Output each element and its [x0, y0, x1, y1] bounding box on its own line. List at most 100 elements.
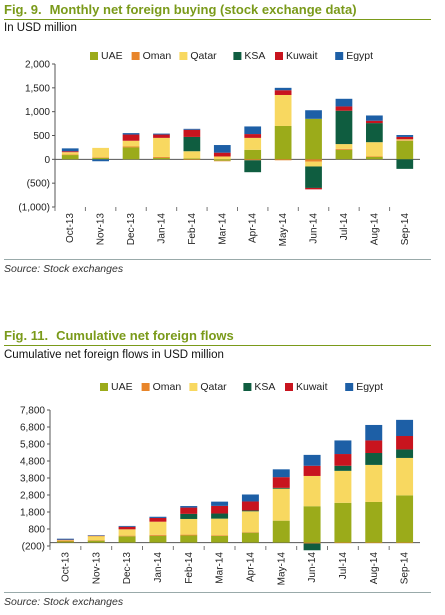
x-tick-label: Jan-14	[153, 552, 164, 583]
bar-segment	[366, 142, 383, 157]
bar-segment	[396, 542, 414, 544]
bar-segment	[87, 540, 105, 541]
legend-label: Kuwait	[286, 50, 318, 62]
bar-segment	[149, 534, 167, 536]
y-tick-label: 2,000	[25, 60, 50, 71]
legend-swatch	[131, 52, 140, 60]
bar-segment	[87, 535, 105, 536]
bar-segment	[244, 159, 262, 161]
bar-segment	[180, 507, 198, 514]
figure-subtitle: Cumulative net foreign flows in USD mill…	[4, 349, 224, 361]
bar-segment	[305, 187, 322, 190]
bar-segment	[122, 134, 140, 141]
bar-segment	[118, 526, 136, 530]
x-tick-label: Dec-13	[126, 213, 137, 246]
bar-segment	[396, 140, 414, 160]
bar-segment	[335, 106, 353, 111]
bar-segment	[366, 156, 383, 157]
x-tick-label: Aug-14	[369, 552, 380, 585]
bar-segment	[396, 436, 414, 450]
x-tick-label: Jun-14	[307, 552, 318, 583]
legend-swatch	[243, 383, 252, 391]
bar-segment	[396, 419, 414, 437]
bar-segment	[180, 506, 198, 508]
legend-swatch	[285, 383, 293, 391]
bar-segment	[122, 133, 140, 135]
x-tick-label: Apr-14	[248, 213, 259, 243]
legend: UAE Oman Qatar KSA Kuwait Egypt	[100, 381, 383, 393]
figure-source: Source: Stock exchanges	[4, 596, 124, 608]
bar-segment	[365, 542, 383, 544]
bar-segment	[335, 149, 353, 160]
bar-segment	[183, 129, 201, 137]
bar-segment	[183, 158, 201, 160]
bar-segment	[241, 510, 259, 512]
bar-segment	[61, 154, 79, 156]
bar-segment	[241, 511, 259, 533]
bar-segment	[396, 135, 414, 137]
bar-segment	[180, 535, 198, 543]
bar-segment	[87, 540, 105, 543]
x-tick-label: May-14	[278, 213, 289, 247]
bar-segment	[87, 535, 105, 541]
y-tick-label: 500	[33, 131, 50, 142]
bar-segment	[56, 539, 74, 541]
y-tick-label: 0	[44, 155, 50, 166]
y-tick-label: (500)	[27, 179, 50, 190]
bar-segment	[244, 160, 262, 173]
bar-segment	[61, 155, 79, 160]
x-tick-label: Jul-14	[338, 552, 349, 580]
bar-segment	[303, 475, 321, 507]
stacked-bar-chart: UAE Oman Qatar KSA Kuwait Egypt (200) 800 1,800 2…	[20, 381, 420, 585]
x-tick-label: Dec-13	[122, 552, 133, 585]
x-tick-label: Nov-13	[96, 213, 107, 246]
bar-segment	[241, 532, 259, 543]
y-tick-label: 800	[28, 525, 45, 536]
bar-segment	[211, 501, 229, 506]
bar-segment	[303, 543, 321, 551]
bar-segment	[211, 518, 229, 536]
bar-segment	[61, 148, 79, 152]
bar-segment	[274, 159, 292, 161]
figure-number: Fig. 11.	[4, 328, 49, 343]
bar-segment	[396, 140, 414, 141]
bar-segment	[303, 506, 321, 543]
bar-segment	[118, 525, 136, 527]
bar-segment	[244, 137, 262, 150]
legend-label: Egypt	[346, 50, 373, 62]
y-tick-label: (200)	[22, 542, 45, 553]
bar-segment	[92, 147, 109, 158]
bar-segment	[396, 159, 414, 169]
bar-segment	[118, 535, 136, 537]
legend-label: Oman	[153, 381, 182, 393]
bar-segment	[334, 454, 352, 466]
legend-label: Egypt	[356, 381, 383, 393]
x-tick-label: Jul-14	[339, 213, 350, 241]
bar-segment	[153, 137, 170, 157]
bar-segment	[56, 540, 74, 542]
bar-segment	[61, 151, 79, 153]
bar-segment	[180, 513, 198, 519]
bar-segment	[122, 147, 140, 160]
bar-segment	[183, 128, 201, 130]
legend-swatch	[335, 52, 344, 60]
y-tick-label: 4,800	[20, 457, 45, 468]
bar-segment	[149, 516, 167, 518]
bar-segment	[153, 133, 170, 135]
bar-segment	[303, 465, 321, 476]
bars	[56, 419, 414, 551]
figure-11: Fig. 11. Cumulative net foreign flows Cum…	[0, 312, 445, 615]
bar-segment	[153, 157, 170, 160]
bar-segment	[241, 501, 259, 511]
x-tick-label: Feb-14	[184, 552, 195, 584]
y-tick-label: 1,000	[25, 107, 50, 118]
bar-segment	[272, 477, 290, 488]
bar-segment	[213, 159, 231, 161]
bar-segment	[183, 159, 201, 160]
bar-segment	[149, 535, 167, 543]
stacked-bar-chart: UAE Oman Qatar KSA Kuwait Egypt (1,000) (500) 0 5…	[18, 50, 420, 247]
bar-segment	[303, 542, 321, 544]
figure-9: Fig. 9. Monthly net foreign buying (stock…	[0, 0, 445, 300]
x-tick-label: Nov-13	[91, 552, 102, 585]
bar-segment	[335, 110, 353, 145]
